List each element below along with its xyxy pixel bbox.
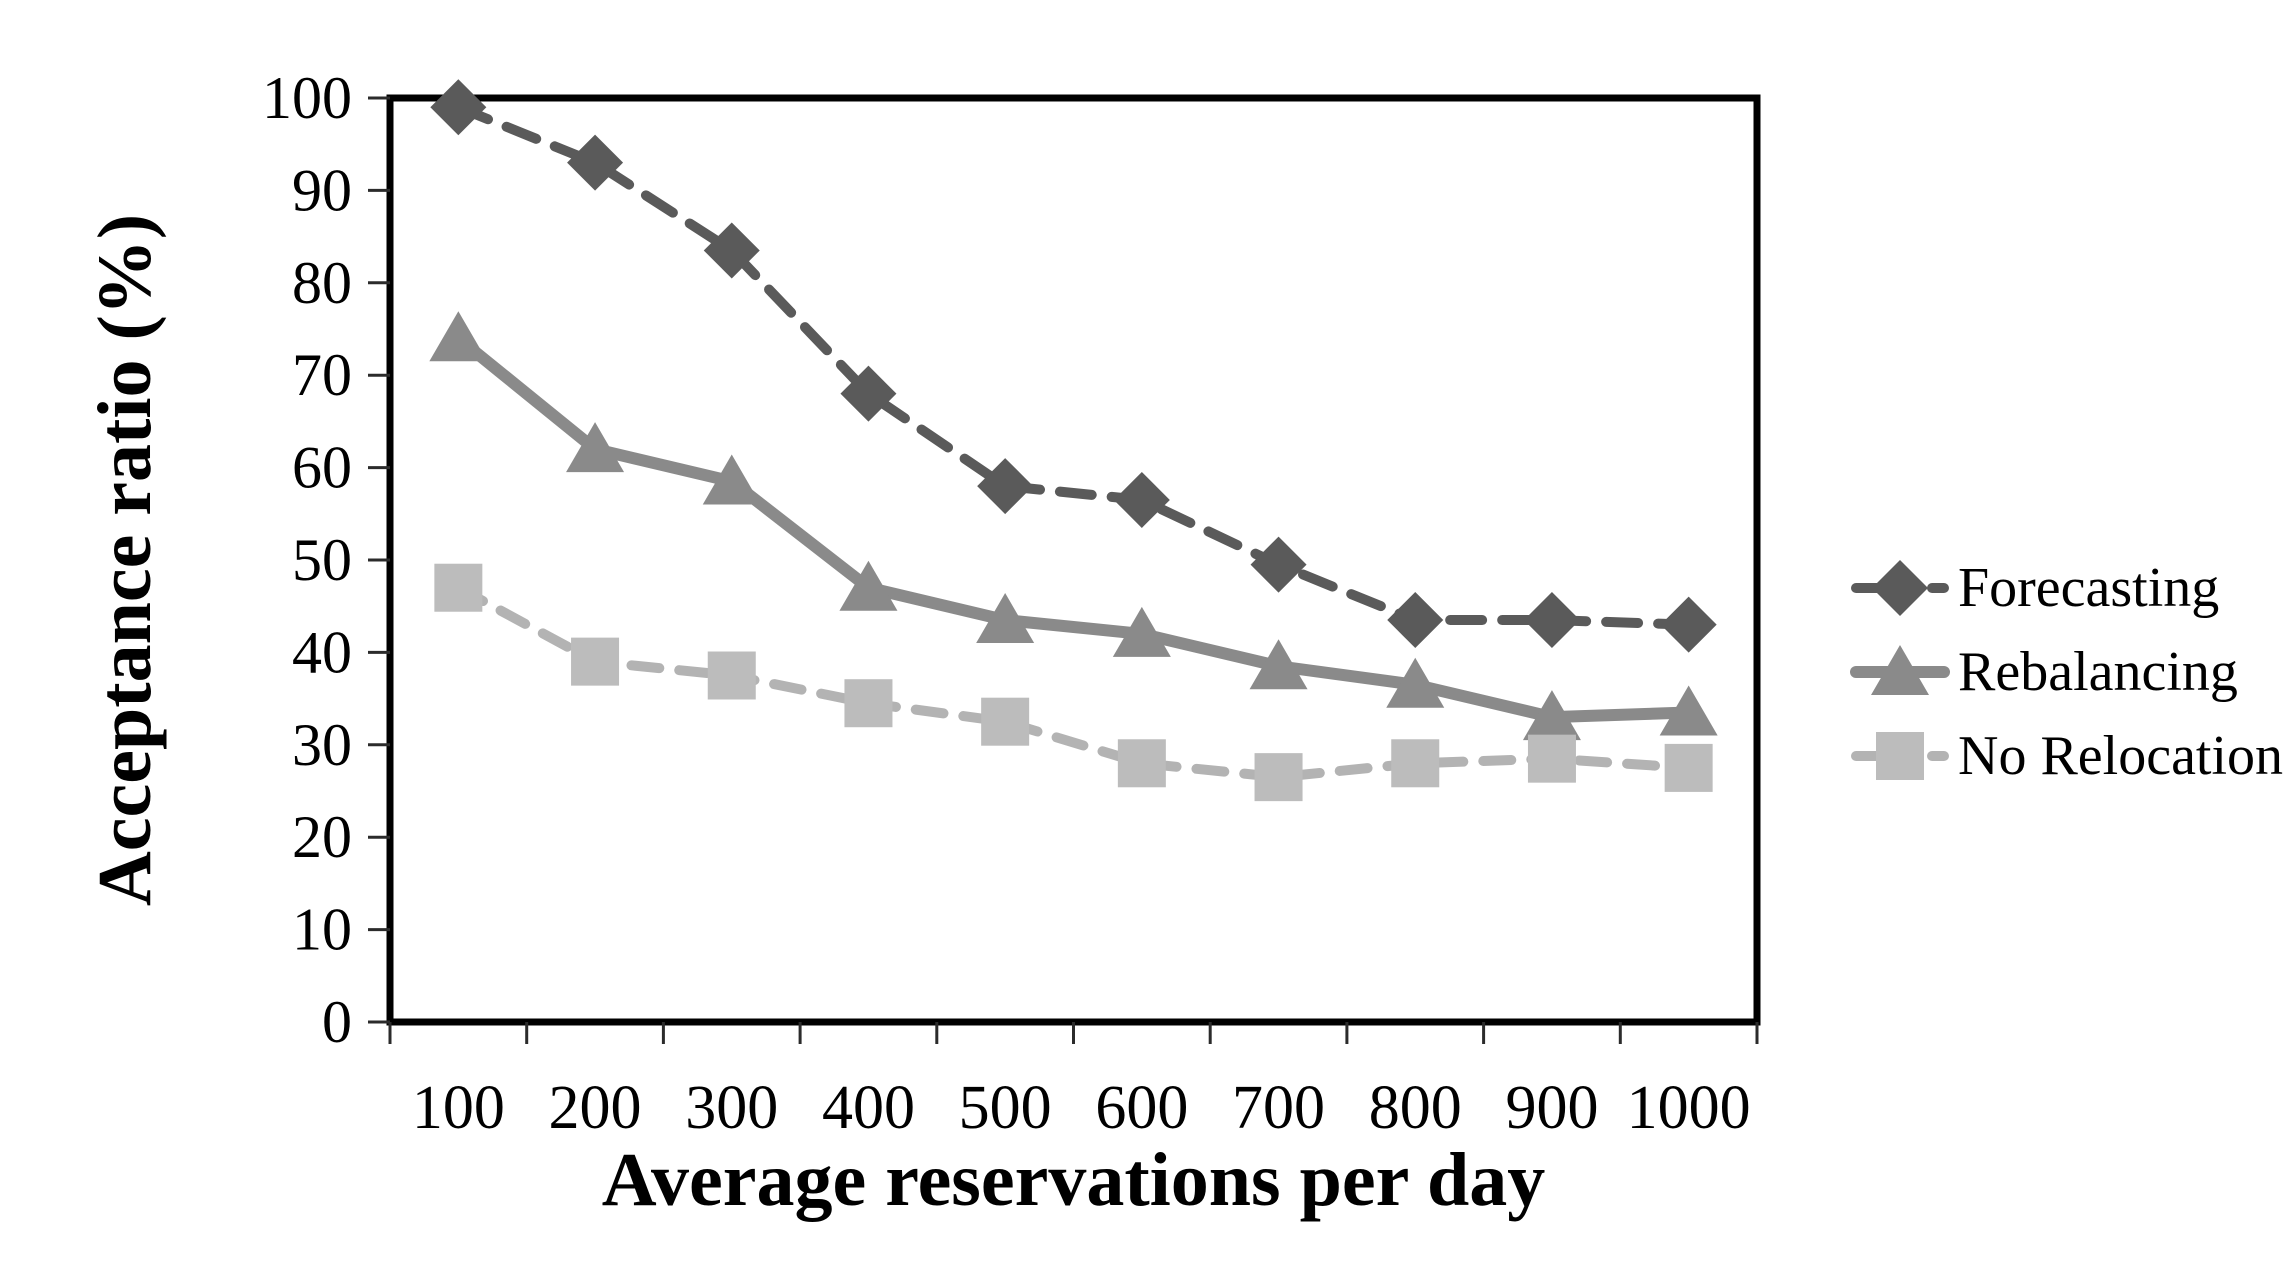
y-axis-tick-label: 40 — [292, 619, 352, 685]
marker-rebalancing-500 — [976, 593, 1035, 644]
marker-rebalancing-600 — [1112, 606, 1171, 657]
marker-no-relocation-700 — [1254, 753, 1303, 802]
y-axis-tick-label: 50 — [292, 527, 352, 593]
legend-marker-no-relocation-icon — [1876, 732, 1924, 780]
marker-forecasting-900 — [1523, 592, 1580, 649]
marker-no-relocation-500 — [981, 697, 1030, 746]
marker-rebalancing-100 — [429, 311, 488, 362]
marker-forecasting-500 — [977, 458, 1034, 515]
marker-rebalancing-800 — [1386, 657, 1445, 708]
x-axis-tick-label: 800 — [1369, 1074, 1462, 1142]
marker-forecasting-1000 — [1660, 596, 1717, 653]
legend-label-rebalancing: Rebalancing — [1958, 641, 2238, 703]
x-axis-title: Average reservations per day — [602, 1138, 1545, 1222]
y-axis-tick-label: 30 — [292, 712, 352, 778]
marker-rebalancing-200 — [566, 422, 625, 473]
marker-forecasting-400 — [840, 365, 897, 422]
marker-rebalancing-900 — [1522, 690, 1581, 741]
y-axis-tick-label: 60 — [292, 435, 352, 501]
y-axis-tick-label: 0 — [322, 989, 352, 1055]
marker-no-relocation-400 — [844, 679, 893, 728]
legend-marker-forecasting-icon — [1872, 560, 1928, 616]
x-axis-tick-label: 400 — [822, 1074, 915, 1142]
y-axis-tick-label: 70 — [292, 342, 352, 408]
marker-no-relocation-600 — [1117, 739, 1166, 788]
y-axis-tick-label: 100 — [262, 65, 352, 131]
marker-rebalancing-1000 — [1659, 685, 1718, 736]
marker-no-relocation-100 — [434, 563, 483, 612]
marker-forecasting-600 — [1113, 471, 1170, 528]
x-axis-tick-label: 600 — [1095, 1074, 1188, 1142]
marker-rebalancing-700 — [1249, 639, 1308, 690]
legend-label-no-relocation: No Relocation — [1958, 725, 2283, 787]
y-axis-tick-label: 20 — [292, 804, 352, 870]
y-axis-tick-label: 10 — [292, 897, 352, 963]
marker-forecasting-800 — [1387, 592, 1444, 649]
y-axis-tick-label: 90 — [292, 157, 352, 223]
marker-rebalancing-300 — [702, 454, 761, 505]
marker-forecasting-200 — [567, 134, 624, 191]
marker-rebalancing-400 — [839, 560, 898, 611]
marker-forecasting-300 — [703, 222, 760, 279]
series-line-no-relocation — [453, 582, 1694, 783]
marker-forecasting-100 — [430, 79, 487, 136]
x-axis-tick-label: 500 — [959, 1074, 1052, 1142]
series-line-rebalancing — [452, 332, 1695, 724]
legend-label-forecasting: Forecasting — [1958, 557, 2219, 619]
marker-no-relocation-1000 — [1664, 743, 1713, 792]
marker-no-relocation-800 — [1391, 739, 1440, 788]
x-axis-tick-label: 1000 — [1627, 1074, 1751, 1142]
legend-marker-rebalancing-icon — [1871, 645, 1929, 695]
x-axis-tick-label: 700 — [1232, 1074, 1325, 1142]
marker-no-relocation-900 — [1527, 734, 1576, 783]
y-axis-title: Acceptance ratio (%) — [83, 214, 167, 906]
x-axis-tick-label: 300 — [685, 1074, 778, 1142]
marker-no-relocation-200 — [571, 637, 620, 686]
x-axis-tick-label: 100 — [412, 1074, 505, 1142]
marker-no-relocation-300 — [707, 651, 756, 700]
y-axis-tick-label: 80 — [292, 250, 352, 316]
x-axis-tick-label: 900 — [1505, 1074, 1598, 1142]
x-axis-tick-label: 200 — [549, 1074, 642, 1142]
series-line-forecasting — [453, 102, 1694, 630]
marker-forecasting-700 — [1250, 536, 1307, 593]
